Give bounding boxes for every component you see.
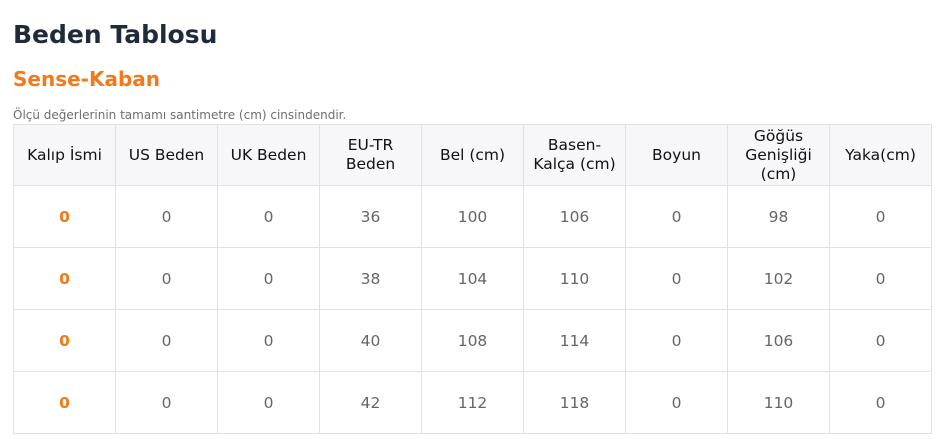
header-cell-yaka: Yaka(cm) bbox=[829, 124, 932, 186]
table-cell-boyun: 0 bbox=[625, 185, 728, 248]
table-row: 0 0 0 38 104 110 0 102 0 bbox=[13, 247, 932, 310]
header-cell-bel: Bel (cm) bbox=[421, 124, 524, 186]
table-cell-yaka: 0 bbox=[829, 309, 932, 372]
table-cell-uk-beden: 0 bbox=[217, 309, 320, 372]
table-cell-eu-tr-beden: 38 bbox=[319, 247, 422, 310]
table-cell-uk-beden: 0 bbox=[217, 371, 320, 434]
table-cell-boyun: 0 bbox=[625, 371, 728, 434]
table-cell-boyun: 0 bbox=[625, 247, 728, 310]
table-cell-eu-tr-beden: 42 bbox=[319, 371, 422, 434]
table-cell-yaka: 0 bbox=[829, 371, 932, 434]
table-row: 0 0 0 40 108 114 0 106 0 bbox=[13, 309, 932, 372]
table-cell-yaka: 0 bbox=[829, 185, 932, 248]
table-cell-basen-kalca: 118 bbox=[523, 371, 626, 434]
table-cell-uk-beden: 0 bbox=[217, 247, 320, 310]
table-cell-boyun: 0 bbox=[625, 309, 728, 372]
table-cell-kalip-ismi: 0 bbox=[13, 371, 116, 434]
table-cell-gogus-genisligi: 98 bbox=[727, 185, 830, 248]
table-row: 0 0 0 42 112 118 0 110 0 bbox=[13, 371, 932, 434]
table-cell-bel: 104 bbox=[421, 247, 524, 310]
header-cell-gogus-genisligi: Göğüs Genişliği (cm) bbox=[727, 124, 830, 186]
table-cell-eu-tr-beden: 40 bbox=[319, 309, 422, 372]
header-cell-us-beden: US Beden bbox=[115, 124, 218, 186]
unit-note: Ölçü değerlerinin tamamı santimetre (cm)… bbox=[13, 108, 347, 122]
header-cell-boyun: Boyun bbox=[625, 124, 728, 186]
table-cell-basen-kalca: 114 bbox=[523, 309, 626, 372]
table-cell-bel: 108 bbox=[421, 309, 524, 372]
table-cell-bel: 100 bbox=[421, 185, 524, 248]
table-cell-bel: 112 bbox=[421, 371, 524, 434]
table-cell-gogus-genisligi: 110 bbox=[727, 371, 830, 434]
table-cell-kalip-ismi: 0 bbox=[13, 309, 116, 372]
size-chart-table: Kalıp İsmi US Beden UK Beden EU-TR Beden… bbox=[13, 124, 932, 434]
header-cell-kalip-ismi: Kalıp İsmi bbox=[13, 124, 116, 186]
table-row: 0 0 0 36 100 106 0 98 0 bbox=[13, 185, 932, 248]
table-cell-kalip-ismi: 0 bbox=[13, 247, 116, 310]
table-cell-gogus-genisligi: 106 bbox=[727, 309, 830, 372]
table-header-row: Kalıp İsmi US Beden UK Beden EU-TR Beden… bbox=[13, 124, 932, 186]
page-title: Beden Tablosu bbox=[13, 20, 218, 49]
table-cell-uk-beden: 0 bbox=[217, 185, 320, 248]
header-cell-uk-beden: UK Beden bbox=[217, 124, 320, 186]
header-cell-basen-kalca: Basen-Kalça (cm) bbox=[523, 124, 626, 186]
header-cell-eu-tr-beden: EU-TR Beden bbox=[319, 124, 422, 186]
table-cell-kalip-ismi: 0 bbox=[13, 185, 116, 248]
table-cell-basen-kalca: 110 bbox=[523, 247, 626, 310]
table-cell-us-beden: 0 bbox=[115, 247, 218, 310]
table-cell-us-beden: 0 bbox=[115, 185, 218, 248]
table-cell-gogus-genisligi: 102 bbox=[727, 247, 830, 310]
table-cell-us-beden: 0 bbox=[115, 309, 218, 372]
table-cell-basen-kalca: 106 bbox=[523, 185, 626, 248]
table-cell-us-beden: 0 bbox=[115, 371, 218, 434]
table-cell-eu-tr-beden: 36 bbox=[319, 185, 422, 248]
table-cell-yaka: 0 bbox=[829, 247, 932, 310]
product-title: Sense-Kaban bbox=[13, 67, 161, 91]
